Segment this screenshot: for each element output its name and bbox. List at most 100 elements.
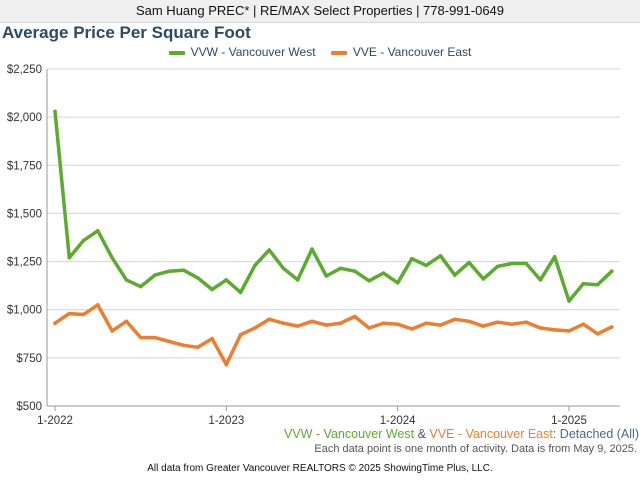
- data-point-east: [424, 321, 429, 326]
- data-point-west: [138, 284, 143, 289]
- data-point-west: [110, 255, 114, 260]
- data-point-east: [338, 321, 343, 326]
- legend-label-east: VVE - Vancouver East: [352, 45, 472, 59]
- data-point-east: [567, 329, 571, 333]
- data-point-west: [510, 261, 514, 266]
- data-point-west: [495, 264, 500, 269]
- data-point-west: [96, 229, 100, 233]
- data-point-west: [53, 109, 57, 114]
- data-point-east: [410, 327, 414, 331]
- data-point-east: [153, 335, 157, 340]
- subtitle-east: VVE - Vancouver East: [429, 427, 553, 441]
- data-point-west: [196, 276, 200, 280]
- y-tick-label: $2,250: [7, 64, 42, 76]
- data-point-east: [467, 319, 471, 324]
- data-point-west: [153, 273, 157, 277]
- data-point-west: [524, 261, 528, 266]
- legend-label-west: VVW - Vancouver West: [190, 45, 316, 59]
- data-point-east: [324, 323, 329, 327]
- data-point-west: [224, 278, 229, 282]
- data-point-west: [124, 278, 129, 282]
- x-tick-label: 1-2023: [208, 415, 244, 427]
- data-point-east: [138, 335, 143, 340]
- legend-swatch-east: [330, 50, 347, 55]
- chart-subtitle: VVW - Vancouver West & VVE - Vancouver E…: [0, 427, 640, 441]
- data-point-east: [81, 312, 86, 317]
- data-point-east: [253, 326, 257, 330]
- y-tick-label: $2,000: [7, 112, 42, 124]
- data-point-west: [610, 269, 614, 274]
- data-point-west: [324, 274, 329, 278]
- data-point-east: [495, 320, 500, 325]
- agent-line: Sam Huang PREC* | RE/MAX Select Properti…: [135, 3, 505, 18]
- data-point-west: [238, 290, 243, 295]
- data-point-east: [538, 326, 543, 330]
- data-point-east: [524, 320, 528, 325]
- data-point-east: [295, 324, 300, 328]
- source-footer: All data from Greater Vancouver REALTORS…: [147, 463, 493, 474]
- data-point-east: [124, 319, 129, 324]
- data-point-west: [410, 256, 414, 261]
- data-point-west: [595, 282, 600, 287]
- data-point-east: [610, 325, 614, 329]
- data-point-east: [595, 332, 600, 336]
- data-point-west: [367, 279, 371, 283]
- legend-swatch-west: [168, 50, 185, 55]
- data-point-east: [210, 336, 214, 341]
- y-tick-label: $500: [16, 401, 42, 413]
- data-point-west: [67, 255, 72, 260]
- data-point-east: [224, 362, 229, 367]
- data-point-east: [167, 339, 171, 344]
- data-point-west: [281, 266, 286, 271]
- data-point-east: [310, 319, 314, 324]
- data-point-west: [467, 260, 471, 265]
- data-point-west: [167, 269, 171, 274]
- y-tick-label: $750: [16, 353, 42, 365]
- legend-item-east[interactable]: VVE - Vancouver East: [330, 45, 472, 59]
- data-point-east: [96, 303, 100, 307]
- y-tick-label: $1,750: [7, 160, 42, 172]
- data-point-east: [53, 321, 57, 326]
- data-point-east: [367, 326, 371, 330]
- subtitle-amp: &: [414, 427, 430, 441]
- data-point-east: [438, 323, 443, 327]
- data-point-east: [238, 332, 243, 337]
- data-point-east: [481, 324, 486, 328]
- data-point-east: [552, 328, 557, 332]
- data-point-west: [310, 247, 314, 251]
- data-point-west: [267, 248, 272, 252]
- chart-title: Average Price Per Square Foot: [2, 23, 251, 42]
- data-point-east: [181, 343, 186, 348]
- x-tick-label: 1-2025: [551, 415, 587, 427]
- data-note: Each data point is one month of activity…: [314, 443, 637, 455]
- data-point-west: [295, 278, 300, 282]
- data-point-east: [267, 317, 272, 322]
- data-point-west: [581, 281, 586, 286]
- series-line-vancouver-east: [53, 303, 614, 367]
- data-point-west: [538, 278, 543, 282]
- data-point-west: [424, 263, 429, 268]
- agent-header-bar: Sam Huang PREC* | RE/MAX Select Properti…: [0, 0, 640, 23]
- data-point-west: [481, 277, 486, 281]
- data-point-west: [81, 238, 86, 243]
- data-point-east: [353, 314, 357, 319]
- data-point-east: [381, 321, 386, 326]
- data-point-west: [438, 254, 443, 258]
- data-point-west: [338, 266, 343, 271]
- data-point-west: [210, 287, 214, 292]
- data-point-east: [110, 329, 114, 333]
- data-point-east: [196, 345, 200, 350]
- data-point-west: [253, 263, 257, 268]
- data-point-west: [552, 254, 557, 259]
- legend-item-west[interactable]: VVW - Vancouver West: [168, 45, 316, 59]
- data-point-east: [395, 322, 400, 327]
- data-point-east: [510, 322, 514, 327]
- data-point-west: [567, 299, 571, 303]
- data-point-west: [353, 269, 357, 274]
- data-point-east: [67, 311, 72, 316]
- subtitle-tail: : Detached (All): [552, 427, 639, 441]
- data-point-west: [181, 268, 186, 273]
- data-point-west: [395, 281, 400, 285]
- data-point-east: [281, 321, 286, 326]
